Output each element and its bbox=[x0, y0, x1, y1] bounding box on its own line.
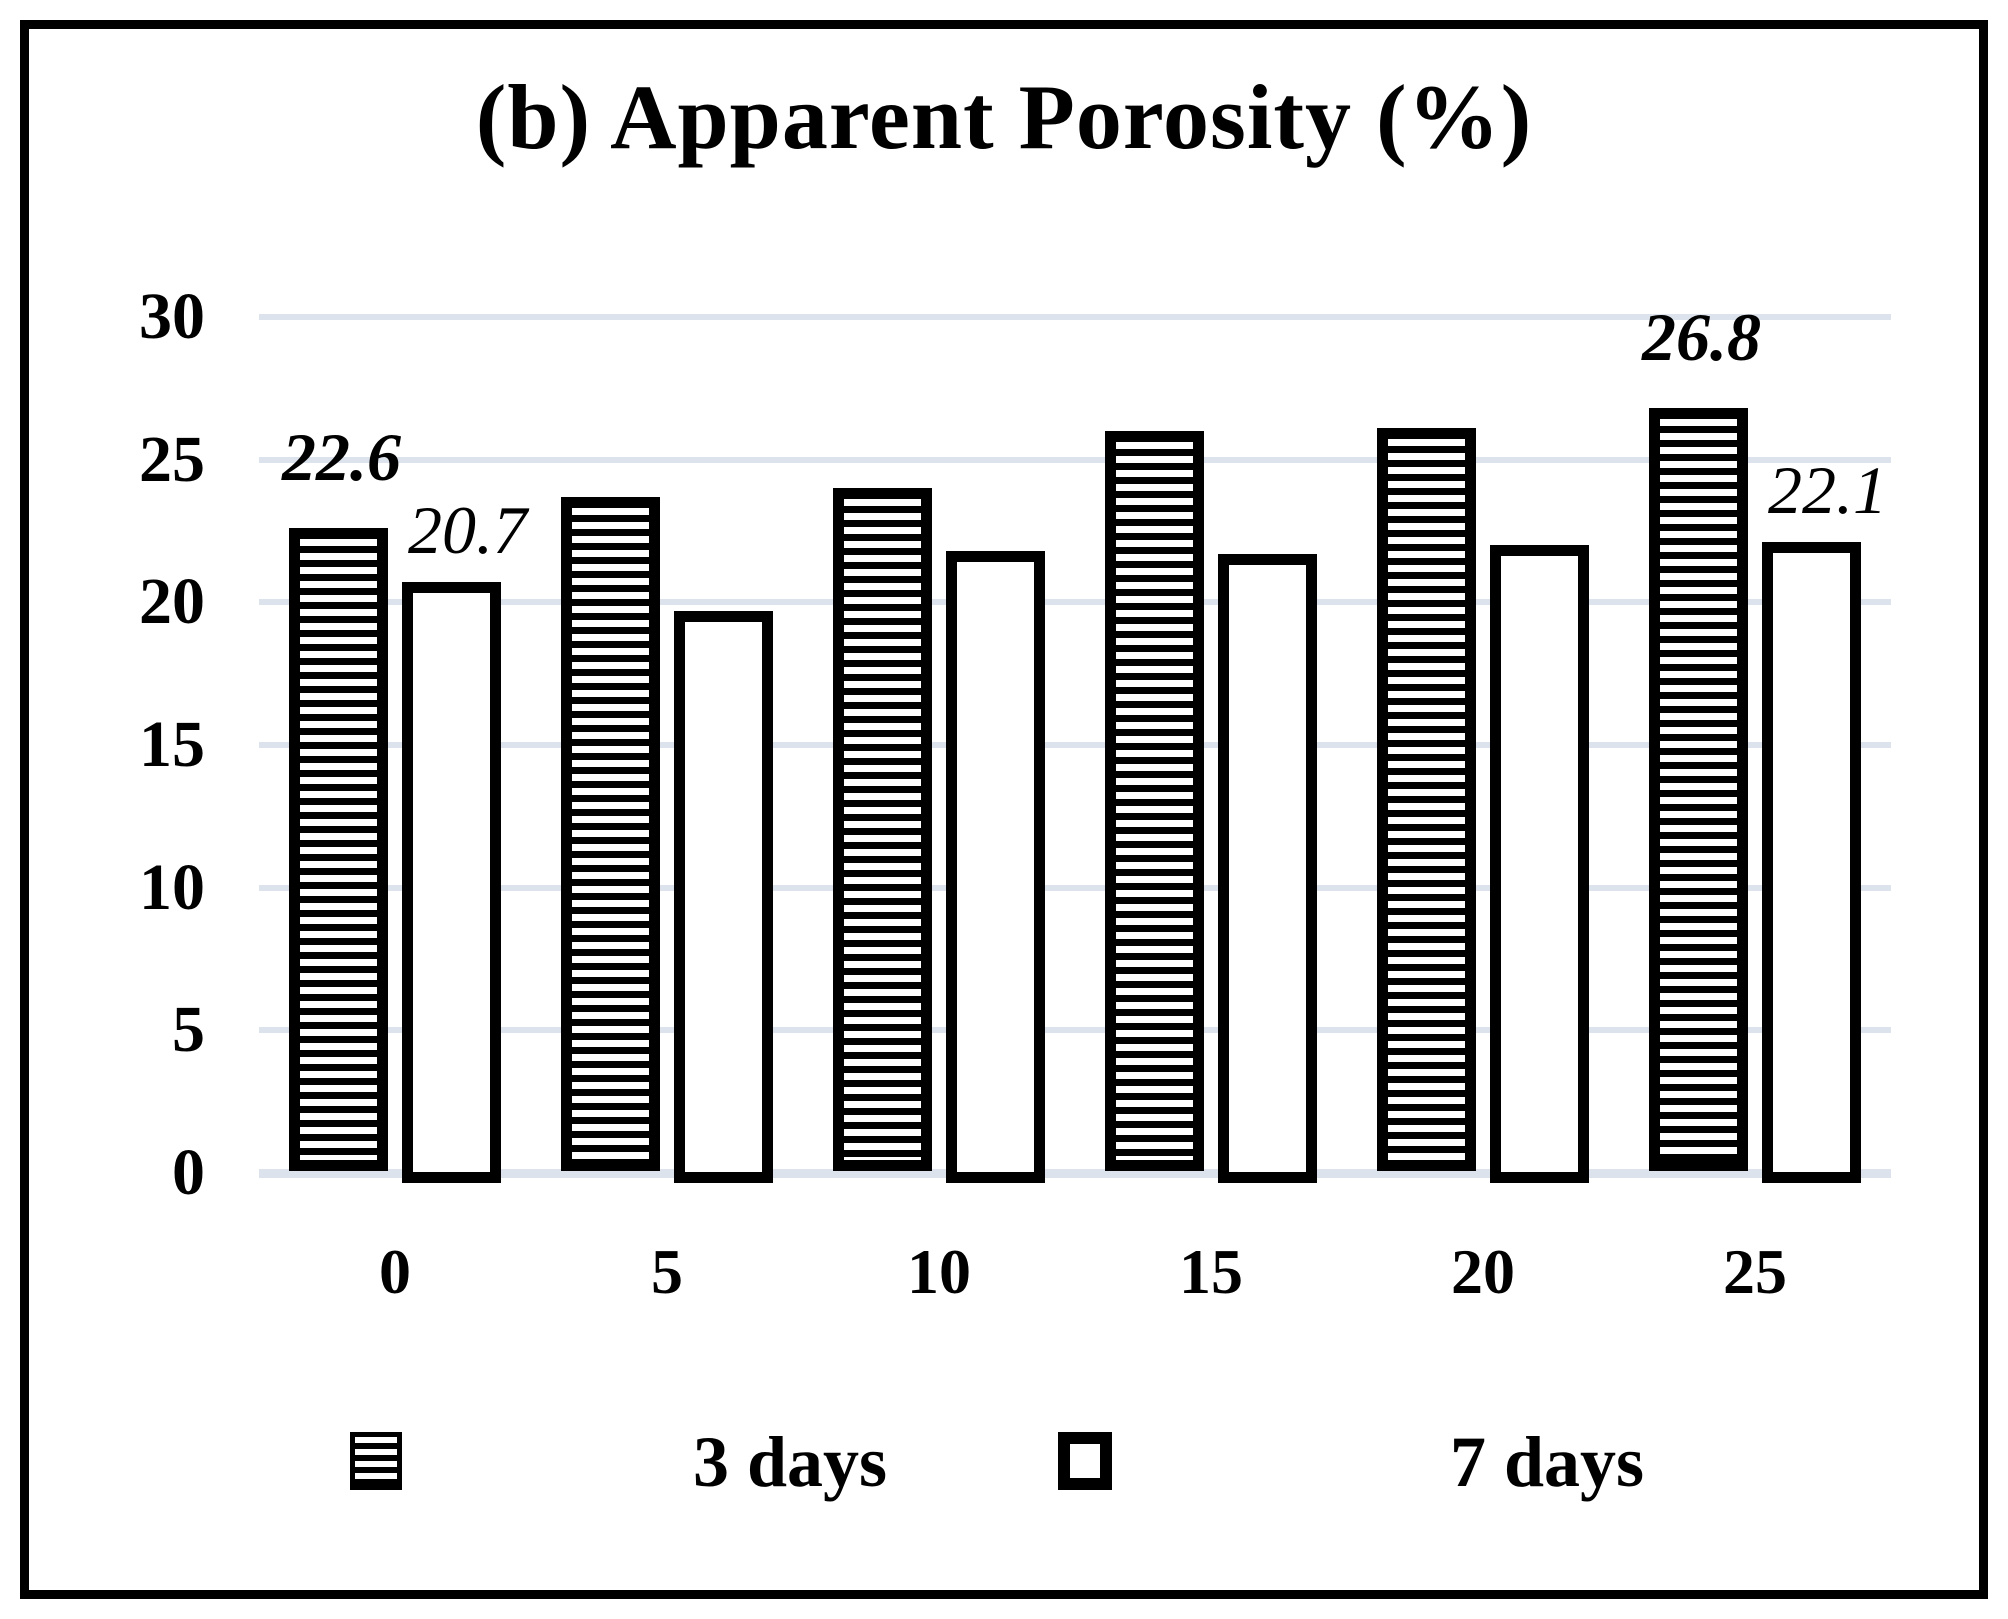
value-label: 22.6 bbox=[282, 419, 401, 496]
y-tick-label: 15 bbox=[139, 708, 205, 781]
bar-3days bbox=[561, 496, 660, 1171]
bar-3days bbox=[1105, 431, 1204, 1171]
gridline bbox=[259, 456, 1891, 463]
x-tick-label: 10 bbox=[907, 1236, 971, 1307]
gridline bbox=[259, 599, 1891, 606]
gridline bbox=[259, 314, 1891, 320]
y-tick-label: 25 bbox=[139, 422, 205, 496]
bar-3days bbox=[833, 488, 932, 1171]
legend-swatch-7days-white-icon bbox=[1058, 1432, 1112, 1490]
bar-7days bbox=[1762, 542, 1861, 1183]
bar-7days bbox=[946, 550, 1045, 1183]
legend-label-7days: 7 days bbox=[1450, 1422, 1645, 1502]
legend-label-3days: 3 days bbox=[693, 1422, 888, 1502]
value-label: 26.8 bbox=[1642, 299, 1761, 376]
bar-3days bbox=[1377, 428, 1476, 1171]
x-tick-label: 0 bbox=[379, 1236, 411, 1307]
gridline bbox=[259, 742, 1891, 748]
bar-7days bbox=[402, 582, 501, 1183]
bar-7days bbox=[1218, 553, 1317, 1183]
y-tick-label: 20 bbox=[139, 565, 205, 639]
x-tick-label: 15 bbox=[1179, 1236, 1243, 1307]
x-tick-label: 25 bbox=[1723, 1236, 1787, 1307]
y-tick-label: 10 bbox=[139, 850, 205, 924]
bar-7days bbox=[1490, 545, 1589, 1183]
x-tick-label: 20 bbox=[1451, 1236, 1515, 1307]
bar-7days bbox=[674, 610, 773, 1183]
gridline bbox=[259, 884, 1891, 891]
x-tick-label: 5 bbox=[651, 1236, 683, 1307]
bar-3days bbox=[1649, 408, 1748, 1171]
y-tick-label: 30 bbox=[139, 280, 205, 353]
figure-border-frame bbox=[20, 20, 1988, 1599]
chart-title: (b) Apparent Porosity (%) bbox=[475, 66, 1533, 168]
y-tick-label: 0 bbox=[172, 1136, 205, 1209]
gridline bbox=[259, 1168, 1891, 1178]
legend-swatch-3days-hatched-icon bbox=[350, 1432, 402, 1490]
gridline bbox=[259, 1027, 1891, 1034]
value-label: 22.1 bbox=[1768, 452, 1887, 529]
y-tick-label: 5 bbox=[172, 993, 205, 1067]
value-label: 20.7 bbox=[408, 492, 527, 569]
bar-3days bbox=[289, 528, 388, 1171]
